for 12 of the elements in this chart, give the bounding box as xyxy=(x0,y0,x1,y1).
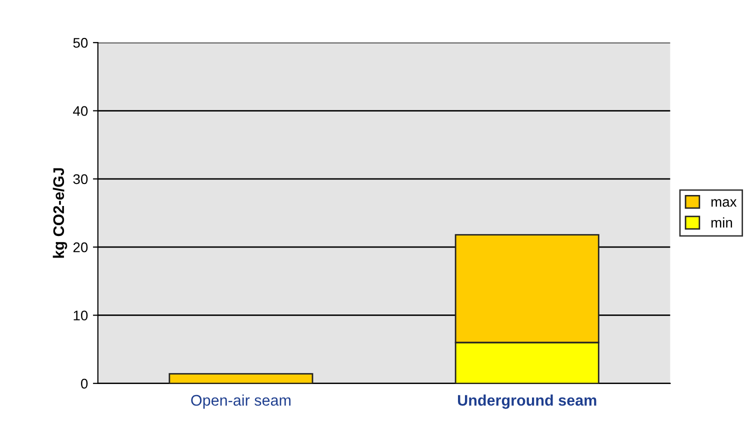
y-tick-label: 0 xyxy=(80,378,88,389)
y-tick-label: 50 xyxy=(73,38,88,48)
legend-label: min xyxy=(711,217,732,228)
bar xyxy=(168,373,314,384)
legend-label: max xyxy=(711,199,737,207)
x-tick-label: Underground seam xyxy=(458,394,596,409)
y-tick-label: 10 xyxy=(74,310,88,320)
x-tick-label: Open-air seam xyxy=(191,394,290,409)
y-tick-label: 30 xyxy=(73,174,88,184)
y-tick-label: 20 xyxy=(73,242,88,252)
y-tick-label: 40 xyxy=(73,106,88,116)
y-axis-title: kg CO2-e/GJ xyxy=(52,168,68,258)
